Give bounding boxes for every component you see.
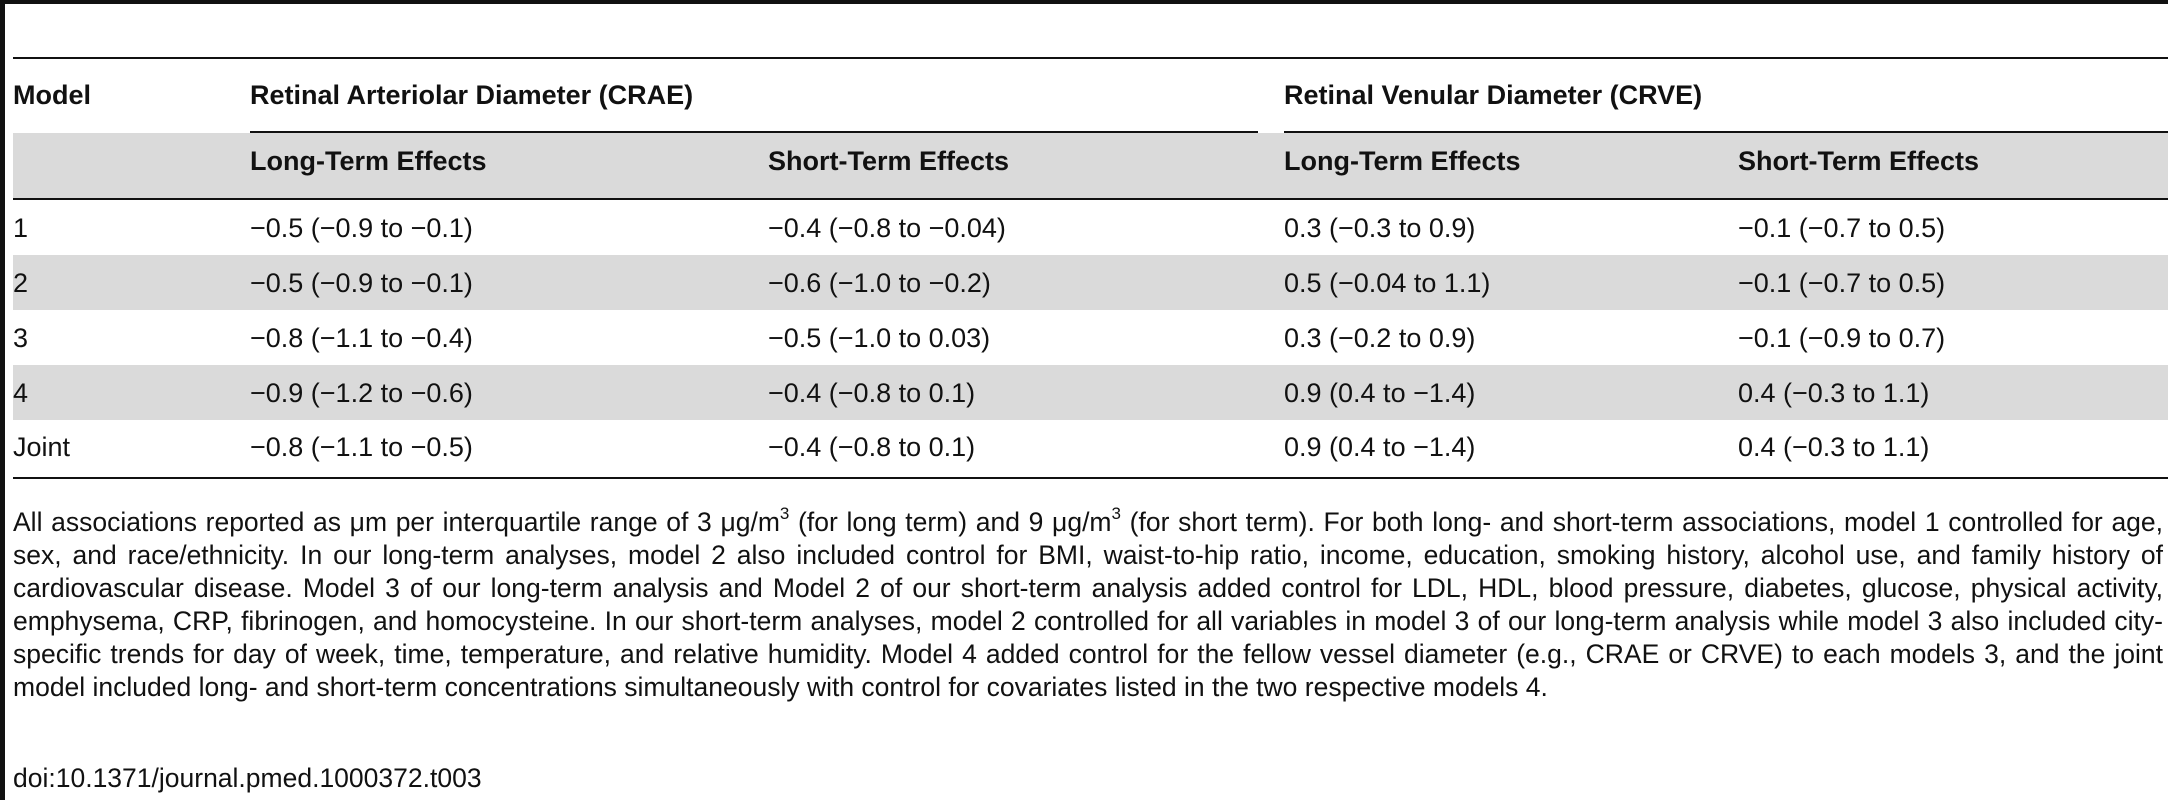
row-2-crae-long: −0.5 (−0.9 to −0.1) [250, 268, 473, 298]
row-joint-crae-short: −0.4 (−0.8 to 0.1) [768, 432, 976, 462]
table-bottom-rule [13, 477, 2168, 479]
row-3-model: 3 [13, 323, 29, 353]
crve-span-line [1284, 131, 2168, 133]
table-footnote: All associations reported as μm per inte… [13, 504, 2164, 704]
row-3-crve-long: 0.3 (−0.2 to 0.9) [1284, 323, 1476, 353]
row-1-model: 1 [13, 213, 29, 243]
crve-group-header: Retinal Venular Diameter (CRVE) [1284, 80, 1703, 110]
row-2-crve-short: −0.1 (−0.7 to 0.5) [1738, 268, 1946, 298]
row-4-crae-short: −0.4 (−0.8 to 0.1) [768, 378, 976, 408]
row-joint-crve-short: 0.4 (−0.3 to 1.1) [1738, 432, 1930, 462]
header-top-rule [13, 57, 2168, 59]
row-joint-crve-long: 0.9 (0.4 to −1.4) [1284, 432, 1476, 462]
model-header: Model [13, 80, 91, 110]
row-1-crae-long: −0.5 (−0.9 to −0.1) [250, 213, 473, 243]
footnote-superscript-2: 3 [1111, 504, 1121, 524]
row-3-crae-short: −0.5 (−1.0 to 0.03) [768, 323, 991, 353]
crae-short-term-header: Short-Term Effects [768, 146, 1010, 176]
top-border [0, 0, 2168, 4]
subheader-band [13, 133, 2168, 198]
row-4-crae-long: −0.9 (−1.2 to −0.6) [250, 378, 473, 408]
row-2-crve-long: 0.5 (−0.04 to 1.1) [1284, 268, 1491, 298]
left-border [0, 0, 5, 800]
doi-link[interactable]: doi:10.1371/journal.pmed.1000372.t003 [13, 763, 482, 793]
crae-group-header: Retinal Arteriolar Diameter (CRAE) [250, 80, 694, 110]
crae-span-line [250, 131, 1258, 133]
row-band-4 [13, 365, 2168, 420]
row-1-crae-short: −0.4 (−0.8 to −0.04) [768, 213, 1006, 243]
footnote-superscript-1: 3 [779, 504, 790, 524]
row-1-crve-short: −0.1 (−0.7 to 0.5) [1738, 213, 1946, 243]
row-2-crae-short: −0.6 (−1.0 to −0.2) [768, 268, 991, 298]
footnote-text-2: (for long term) and 9 μg/m [789, 507, 1112, 537]
header-bottom-rule [13, 198, 2168, 200]
row-4-crve-short: 0.4 (−0.3 to 1.1) [1738, 378, 1930, 408]
crae-long-term-header: Long-Term Effects [250, 146, 487, 176]
row-band-2 [13, 255, 2168, 310]
row-1-crve-long: 0.3 (−0.3 to 0.9) [1284, 213, 1476, 243]
row-3-crve-short: −0.1 (−0.9 to 0.7) [1738, 323, 1946, 353]
crve-short-term-header: Short-Term Effects [1738, 146, 1980, 176]
row-joint-model: Joint [13, 432, 71, 462]
row-joint-crae-long: −0.8 (−1.1 to −0.5) [250, 432, 473, 462]
row-4-model: 4 [13, 378, 29, 408]
footnote-text-3: (for short term). For both long- and sho… [13, 507, 2164, 702]
row-3-crae-long: −0.8 (−1.1 to −0.4) [250, 323, 473, 353]
footnote-text-1: All associations reported as μm per inte… [13, 507, 780, 537]
crve-long-term-header: Long-Term Effects [1284, 146, 1521, 176]
row-2-model: 2 [13, 268, 29, 298]
row-4-crve-long: 0.9 (0.4 to −1.4) [1284, 378, 1476, 408]
